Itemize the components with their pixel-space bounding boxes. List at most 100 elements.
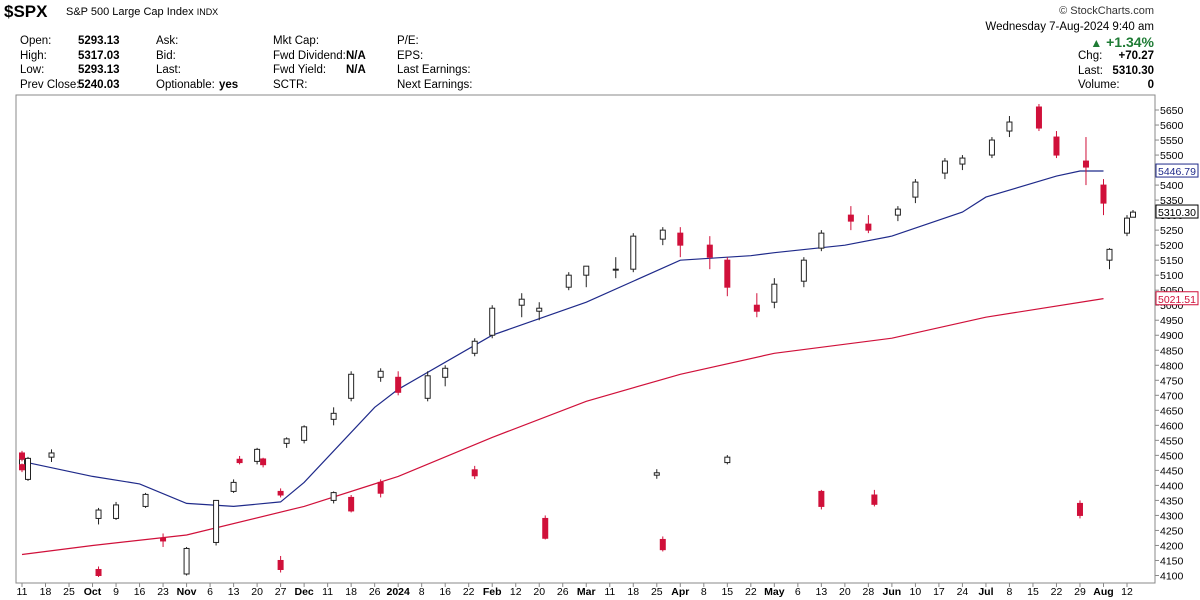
candle-body [847, 214, 854, 222]
x-tick-label: 11 [322, 586, 333, 598]
candle-body [95, 568, 102, 576]
candle-body [565, 274, 572, 288]
candle-body [536, 307, 543, 312]
stat-label: P/E: [397, 35, 419, 47]
x-tick-label: 26 [369, 586, 381, 598]
candle-body [871, 494, 878, 505]
x-tick-label: 22 [745, 586, 757, 598]
last-price-value-box [1155, 204, 1199, 219]
candle-body [183, 547, 190, 575]
y-tick-label: 4650 [1160, 405, 1184, 417]
x-tick-label: Oct [84, 586, 102, 598]
candle-body [800, 259, 807, 282]
x-tick-label: 8 [1007, 586, 1013, 598]
stat-label: Fwd Yield: [273, 64, 327, 76]
y-tick-label: 4300 [1160, 510, 1184, 522]
y-axis: 4100 4150 4200 4250 4300 4350 4400 4450 4500 4550… [1155, 105, 1184, 582]
plot-border [15, 94, 1156, 584]
x-axis: 11 18 25 Oct 9 16 23 Nov 6 13 20 27 Dec 11 18 26 2024 8 16… [17, 583, 1133, 598]
x-tick-label: 18 [40, 586, 52, 598]
stat-label: High: [20, 49, 47, 62]
candle-body [160, 537, 167, 542]
candle-body [1035, 106, 1042, 129]
stat-value: 5293.13 [78, 35, 120, 47]
stat-value: 5317.03 [78, 49, 120, 62]
stat-label: Ask: [156, 35, 179, 47]
x-tick-label: 20 [251, 586, 263, 598]
y-tick-label: 5200 [1160, 240, 1184, 252]
y-tick-label: 4500 [1160, 450, 1184, 462]
candle-body [377, 370, 384, 378]
candle-body [724, 456, 731, 464]
y-tick-label: 4250 [1160, 525, 1184, 537]
x-tick-label: Aug [1093, 586, 1113, 598]
candle-body [113, 504, 120, 519]
x-tick-label: 20 [839, 586, 851, 598]
x-tick-label: 22 [463, 586, 475, 598]
candle-body [213, 499, 220, 543]
x-tick-label: 8 [419, 586, 425, 598]
candle-body [659, 538, 666, 551]
candle-body [25, 457, 31, 480]
stat-value: N/A [346, 64, 366, 76]
candle-body [542, 517, 549, 539]
candle-body [1130, 211, 1136, 218]
stat-value: 0 [1147, 79, 1154, 91]
x-tick-label: Dec [294, 586, 313, 598]
candle-body [1006, 121, 1013, 132]
x-tick-label: 17 [933, 586, 945, 598]
x-tick-label: 11 [604, 586, 615, 598]
stat-label: SCTR: [273, 78, 308, 91]
x-tick-label: 12 [510, 586, 522, 598]
ma-slow-line [21, 298, 1104, 556]
x-tick-label: Jul [978, 586, 993, 598]
candle-body [612, 268, 619, 271]
x-tick-label: 6 [795, 586, 801, 598]
last-price-value: 5310.30 [1158, 207, 1196, 219]
candle-body [95, 509, 102, 519]
stat-label: Next Earnings: [397, 78, 473, 91]
x-tick-label: Jun [883, 586, 902, 598]
candle-body [818, 232, 825, 249]
y-tick-label: 4850 [1160, 345, 1184, 357]
y-tick-label: 4900 [1160, 330, 1184, 342]
stat-value: 5293.13 [78, 64, 120, 76]
x-tick-label: 6 [207, 586, 213, 598]
x-tick-label: 25 [63, 586, 75, 598]
candle-body [236, 458, 243, 464]
x-tick-label: 23 [157, 586, 169, 598]
candle-body [1076, 502, 1083, 516]
x-tick-label: May [764, 586, 785, 598]
candle-body [330, 492, 337, 501]
candle-body [1082, 160, 1089, 168]
candle-body [659, 229, 666, 240]
candle-body [1106, 248, 1113, 261]
x-tick-label: 12 [1121, 586, 1133, 598]
index-description: S&P 500 Large Cap Index INDX [66, 6, 218, 18]
stat-label: Last Earnings: [397, 64, 471, 76]
y-tick-label: 5350 [1160, 195, 1184, 207]
candle-body [471, 469, 478, 477]
candle-body [771, 283, 778, 303]
value-labels: 5446.79 5021.51 5310.30 [1155, 163, 1199, 306]
candle-body [142, 493, 149, 507]
change-percent-value: +1.34% [1106, 34, 1154, 50]
candle-body [1124, 217, 1130, 234]
candle-body [48, 452, 55, 458]
y-tick-label: 4700 [1160, 390, 1184, 402]
candle-body [724, 259, 731, 288]
stat-label: Low: [20, 64, 45, 76]
candle-body [1053, 136, 1060, 156]
x-tick-label: 16 [134, 586, 146, 598]
candle-body [941, 160, 948, 174]
stat-value: N/A [346, 49, 366, 62]
candle-body [988, 139, 995, 156]
candle-body [1100, 184, 1107, 204]
candle-body [19, 464, 25, 471]
ma-fast-value-box [1155, 163, 1199, 178]
y-tick-label: 4800 [1160, 360, 1184, 372]
x-tick-label: 20 [533, 586, 545, 598]
y-tick-label: 4950 [1160, 315, 1184, 327]
y-tick-label: 5100 [1160, 270, 1184, 282]
